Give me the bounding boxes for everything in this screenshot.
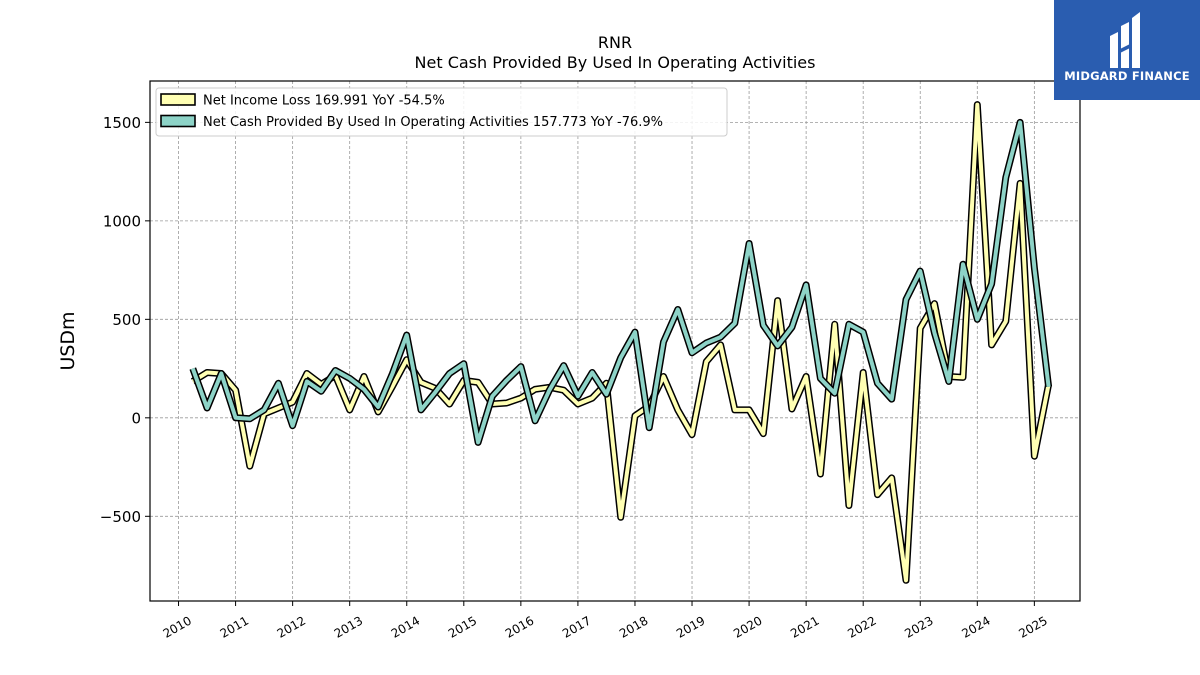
chart-title: RNR (598, 33, 632, 52)
y-tick-label: 0 (131, 409, 141, 427)
logo-text: MIDGARD FINANCE (1064, 69, 1190, 83)
y-tick-label: −500 (100, 508, 141, 526)
series-lines (189, 101, 1053, 584)
series-outline-1 (189, 118, 1053, 446)
x-tick-label: 2021 (788, 613, 821, 640)
x-tick-label: 2011 (218, 613, 251, 640)
x-tick-label: 2020 (731, 613, 764, 640)
legend-swatch-operating-cash (160, 114, 196, 128)
legend-box (155, 87, 728, 137)
x-tick-label: 2015 (446, 613, 479, 640)
legend: Net Income Loss 169.991 YoY -54.5% Net C… (155, 87, 728, 137)
logo-mark-icon (1110, 12, 1140, 68)
midgard-finance-logo: MIDGARD FINANCE (1054, 0, 1200, 100)
x-tick-label: 2012 (275, 613, 308, 640)
legend-swatch-net-income (160, 93, 196, 106)
x-tick-label: 2016 (503, 613, 536, 640)
x-tick-label: 2024 (959, 613, 992, 640)
x-tick-label: 2010 (161, 613, 194, 640)
x-tick-label: 2025 (1016, 613, 1049, 640)
x-tick-label: 2017 (560, 613, 593, 640)
y-axis-label: USDm (57, 311, 79, 370)
chart-subtitle: Net Cash Provided By Used In Operating A… (415, 53, 816, 72)
y-tick-label: 500 (112, 311, 141, 329)
y-tick-label: 1000 (103, 212, 141, 230)
legend-label-net-income: Net Income Loss 169.991 YoY -54.5% (203, 94, 445, 109)
x-axis-ticks: 2010 2011 2012 2013 2014 2015 2016 2017 2018 2019… (161, 601, 1050, 641)
x-tick-label: 2018 (617, 613, 650, 640)
x-tick-label: 2013 (332, 613, 365, 640)
x-tick-label: 2019 (674, 613, 707, 640)
series-line-1 (190, 120, 1051, 445)
x-tick-label: 2023 (902, 613, 935, 640)
y-axis-ticks: −500 0 500 1000 1500 (100, 114, 150, 526)
y-tick-label: 1500 (103, 114, 141, 132)
x-tick-label: 2014 (389, 613, 422, 640)
x-tick-label: 2022 (845, 613, 878, 640)
legend-label-operating-cash: Net Cash Provided By Used In Operating A… (203, 115, 663, 130)
plot-frame (149, 80, 1081, 602)
